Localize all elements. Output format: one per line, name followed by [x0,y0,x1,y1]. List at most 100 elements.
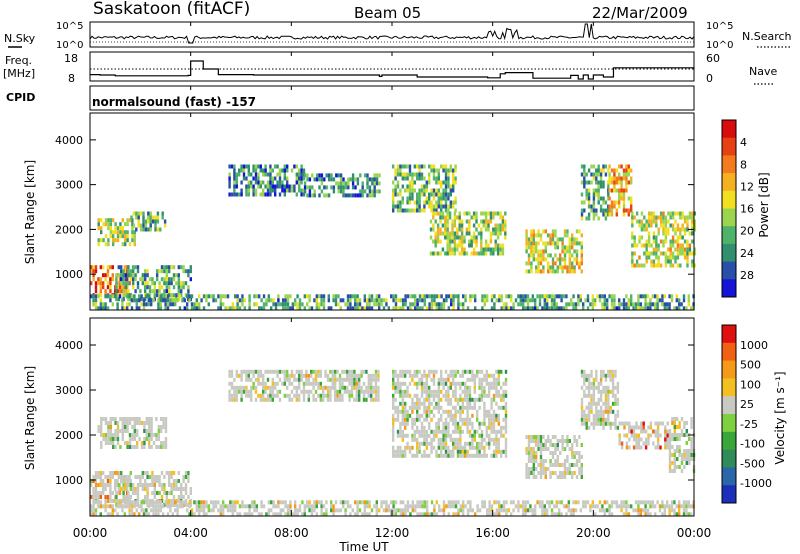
velocity-cell [401,405,404,410]
velocity-cell [670,508,674,513]
velocity-cell [430,369,433,374]
power-cell [657,247,660,252]
velocity-cell [444,421,448,426]
power-cell [334,302,338,307]
power-cell [599,176,603,181]
velocity-cell [116,429,120,433]
power-cell [198,306,201,311]
velocity-cell [532,463,535,467]
velocity-cell [166,504,170,509]
velocity-cell [570,512,573,517]
power-cell [158,269,161,274]
power-cell [149,219,152,224]
power-cell [382,306,386,311]
power-cell [279,302,282,307]
velocity-cell [495,417,498,422]
power-cell [99,306,102,311]
velocity-cell [421,504,424,509]
power-cell [281,168,284,173]
velocity-cell [420,373,424,378]
freq-ytick-top: 18 [64,52,78,65]
velocity-cell [525,471,528,475]
velocity-cell [688,449,691,453]
velocity-cell [502,405,505,410]
power-cell [599,196,603,201]
power-cell [445,298,448,303]
power-cell [347,181,350,186]
power-cell [587,196,591,201]
power-cell [475,227,478,232]
velocity-colorbar-tick: 500 [740,359,761,372]
power-cell [446,235,449,240]
velocity-cell [539,471,543,475]
power-cell [475,235,478,240]
power-cell [627,168,630,173]
power-cell [387,306,390,311]
velocity-cell [348,373,351,378]
power-cell [296,302,299,307]
velocity-cell [500,453,503,458]
velocity-cell [346,373,349,378]
velocity-cell [483,405,486,410]
velocity-cell [437,401,440,406]
power-cell [458,211,461,216]
power-cell [452,204,455,209]
velocity-cell [647,441,650,446]
velocity-cell [425,445,428,450]
power-cell [563,257,567,262]
velocity-cell [580,401,584,406]
power-cell [159,302,162,307]
velocity-cell [318,500,321,505]
velocity-cell [656,500,659,505]
velocity-cell [320,508,323,513]
power-cell [670,298,674,303]
power-cell [587,216,591,221]
power-ytick-label: 3000 [55,179,83,192]
power-cell [613,168,616,173]
velocity-cell [492,413,496,418]
velocity-cell [416,393,419,398]
velocity-cell [349,504,352,509]
power-cell [460,247,464,252]
velocity-cell [483,437,486,442]
power-cell [446,223,449,228]
power-cell [356,302,359,307]
velocity-cell [685,441,688,445]
velocity-cell [488,445,491,450]
power-cell [655,235,658,240]
velocity-cell [114,471,117,475]
velocity-cell [656,441,660,446]
power-cell [681,243,684,248]
power-cell [608,176,611,181]
velocity-cell [109,512,112,517]
velocity-cell [308,500,311,505]
power-cell [492,231,495,236]
velocity-cell [639,508,642,513]
power-cell [439,239,442,244]
velocity-cell [592,381,596,386]
power-cell [527,257,531,262]
power-cell [675,294,678,299]
velocity-cell [610,500,614,505]
velocity-cell [109,441,112,445]
power-cell [577,302,580,307]
velocity-cell [449,369,452,374]
velocity-cell [616,385,620,390]
velocity-cell [266,397,270,402]
power-cell [361,181,364,186]
velocity-cell [595,369,598,374]
velocity-cell [480,369,484,374]
power-cell [228,164,231,169]
power-cell [487,227,490,232]
velocity-cell [317,393,320,398]
velocity-cell [620,445,624,450]
velocity-cell [262,377,265,382]
power-cell [241,294,244,299]
power-cell [444,176,448,181]
power-cell [298,180,301,185]
velocity-cell [476,449,479,454]
velocity-cell [454,425,457,430]
power-cell [132,211,136,216]
power-cell [646,302,650,307]
power-cell [399,298,402,303]
